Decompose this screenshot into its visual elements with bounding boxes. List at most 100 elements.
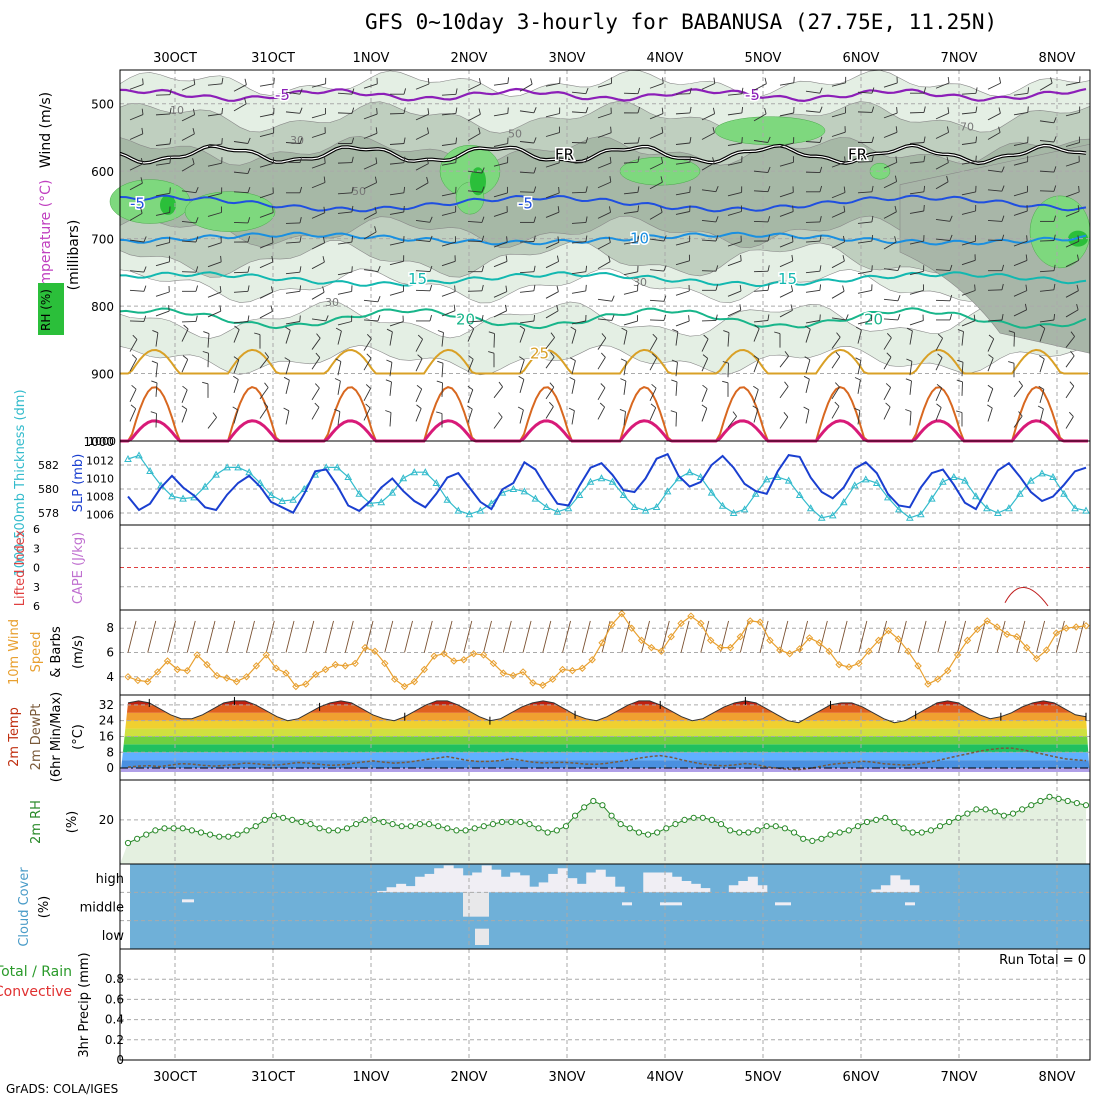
wind-barb bbox=[493, 416, 503, 429]
wind10m-barb bbox=[226, 620, 236, 653]
cloud-mid-bar bbox=[775, 902, 791, 906]
rh2m-area bbox=[120, 796, 1086, 864]
wind-barb bbox=[831, 317, 846, 321]
wind-barb-flag bbox=[182, 355, 188, 360]
rh2m-marker bbox=[453, 827, 460, 834]
wind-barb bbox=[519, 110, 534, 114]
isotherm-label: -5 bbox=[518, 195, 533, 213]
wind10m-marker bbox=[469, 650, 478, 658]
wind-barb bbox=[805, 221, 821, 223]
wind10m-marker bbox=[776, 646, 784, 654]
wind-barb-flag bbox=[299, 315, 301, 322]
wind-barb bbox=[805, 289, 820, 293]
wind-barb-flag bbox=[322, 286, 325, 293]
wind-barb bbox=[909, 142, 925, 144]
wind-barb bbox=[1065, 260, 1079, 268]
wind-barb-flag bbox=[427, 77, 430, 85]
wind-barb-flag bbox=[283, 376, 290, 381]
wind-barb bbox=[883, 356, 892, 370]
wind-barb-flag bbox=[819, 136, 823, 143]
rh2m-marker bbox=[672, 821, 679, 828]
wind10m-marker bbox=[865, 647, 873, 655]
wind-barb-flag bbox=[712, 126, 715, 134]
wind-barb bbox=[545, 337, 555, 349]
wind10m-marker bbox=[420, 665, 428, 674]
wind-barb-flag bbox=[273, 77, 275, 84]
rh2m-marker bbox=[991, 808, 998, 815]
wind-barb-flag bbox=[723, 330, 730, 334]
wind-barb-flag bbox=[455, 156, 457, 163]
wind-barb-flag bbox=[600, 352, 606, 358]
wind-barb bbox=[493, 386, 503, 399]
wind-barb-flag bbox=[283, 407, 290, 412]
wind-barb bbox=[207, 291, 222, 298]
wind-barb-flag bbox=[366, 353, 372, 359]
wind-barb bbox=[623, 142, 639, 144]
wind-barb-flag bbox=[843, 186, 846, 193]
wind10m-marker bbox=[232, 677, 241, 686]
wind10m-units-label: (m/s) bbox=[71, 635, 86, 669]
wind-barb-flag bbox=[715, 216, 719, 223]
li-tick: 6 bbox=[33, 523, 40, 536]
wind-barb-flag bbox=[272, 206, 274, 213]
rh-high-blob bbox=[109, 179, 191, 224]
precip-tick: 0.8 bbox=[105, 972, 124, 986]
wind10m-marker bbox=[627, 624, 636, 632]
wind-barb bbox=[753, 190, 769, 193]
wind-barb-flag bbox=[195, 285, 199, 292]
wind-barb bbox=[883, 161, 897, 169]
wind10m-marker bbox=[934, 675, 942, 683]
thickness-marker bbox=[168, 492, 176, 500]
wind-barb-flag bbox=[732, 411, 737, 417]
wind-barb-flag bbox=[549, 382, 555, 388]
wind-barb bbox=[675, 211, 690, 215]
wind-barb-flag bbox=[314, 402, 320, 408]
wind-barb-flag bbox=[906, 358, 913, 362]
wind10m-marker bbox=[163, 657, 172, 665]
wind-barb bbox=[129, 389, 137, 403]
thickness-marker bbox=[179, 494, 187, 502]
cloud-high-bar bbox=[671, 876, 682, 893]
wind-barb bbox=[883, 337, 892, 350]
wind-barb-flag bbox=[570, 326, 577, 331]
rh2m-marker bbox=[471, 825, 478, 832]
cloud-mid-bar bbox=[660, 902, 682, 906]
thickness-marker bbox=[1049, 472, 1057, 480]
wind-barb-flag bbox=[498, 412, 503, 418]
rh2m-marker bbox=[736, 829, 743, 836]
rh2m-label: 2m RH bbox=[29, 800, 44, 844]
wind-barb-flag bbox=[835, 351, 841, 357]
rh-contour-label: 70 bbox=[960, 121, 974, 134]
wind-barb-flag bbox=[689, 186, 691, 193]
wind-barb bbox=[883, 318, 899, 321]
wind-barb bbox=[311, 291, 325, 300]
wind-barb-flag bbox=[299, 285, 302, 292]
wind10m-barb bbox=[502, 620, 512, 653]
wind10m-barb bbox=[167, 620, 176, 653]
wind-barb bbox=[675, 93, 691, 95]
wind-barb bbox=[311, 387, 320, 401]
wind-barb bbox=[649, 132, 663, 139]
wind-barb-flag bbox=[324, 157, 326, 164]
wind-barb-flag bbox=[671, 379, 678, 383]
wind-barb bbox=[545, 162, 560, 168]
wind-barb bbox=[363, 319, 379, 322]
date-label-bottom: 3NOV bbox=[549, 1070, 586, 1085]
temp2m-tick: 32 bbox=[99, 698, 114, 712]
wind-barb bbox=[1039, 82, 1053, 91]
wind-barb-flag bbox=[351, 88, 355, 95]
wind-barb bbox=[1039, 319, 1054, 323]
wind-barb-flag bbox=[949, 215, 953, 222]
wind10m-barb bbox=[601, 620, 611, 653]
wind-barb bbox=[571, 91, 586, 95]
wind-barb bbox=[805, 359, 811, 374]
wind-barb bbox=[649, 269, 664, 272]
wind-barb bbox=[285, 321, 300, 325]
wind-barb bbox=[259, 83, 274, 87]
wind-barb-flag bbox=[803, 375, 810, 380]
rh2m-marker bbox=[207, 831, 214, 838]
wind-barb-flag bbox=[203, 331, 210, 335]
wind-barb bbox=[259, 291, 273, 299]
thickness-marker bbox=[839, 498, 848, 506]
wind-barb bbox=[493, 241, 508, 248]
